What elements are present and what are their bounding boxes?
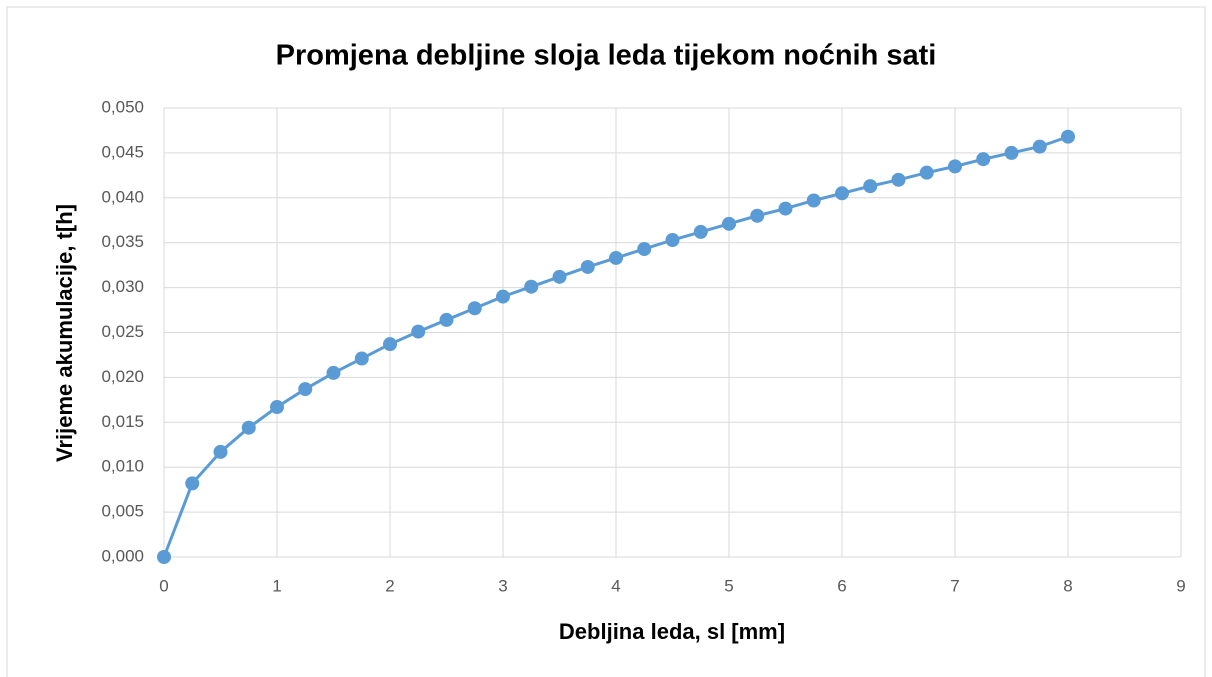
data-point: [637, 241, 652, 256]
x-tick-label: 2: [385, 576, 394, 595]
y-tick-label: 0,010: [101, 457, 144, 476]
y-tick-label: 0,030: [101, 277, 144, 296]
x-tick-label: 1: [272, 576, 281, 595]
y-axis-label: Vrijeme akumulacije, t[h]: [52, 204, 77, 462]
data-point: [580, 259, 595, 274]
data-point: [213, 444, 228, 459]
data-point: [383, 337, 397, 352]
x-tick-label: 4: [611, 576, 620, 595]
data-point: [439, 312, 454, 327]
y-tick-label: 0,000: [101, 546, 144, 565]
x-tick-label: 0: [159, 576, 168, 595]
data-point: [467, 301, 482, 316]
data-point: [891, 172, 906, 187]
data-point: [722, 216, 736, 231]
data-point: [806, 193, 821, 208]
data-point: [1032, 139, 1047, 154]
data-point: [411, 324, 426, 339]
data-point: [948, 159, 962, 174]
x-tick-label: 9: [1176, 576, 1185, 595]
data-point: [524, 279, 539, 294]
x-tick-label: 3: [498, 576, 507, 595]
data-point: [354, 351, 369, 366]
x-tick-label: 5: [724, 576, 733, 595]
data-point: [157, 550, 171, 564]
y-tick-label: 0,005: [101, 502, 144, 521]
data-point: [665, 233, 680, 248]
y-tick-label: 0,045: [101, 142, 144, 161]
data-point: [496, 289, 510, 304]
data-point: [778, 201, 793, 216]
data-point: [835, 186, 849, 201]
x-tick-label: 6: [837, 576, 846, 595]
y-tick-label: 0,025: [101, 322, 144, 341]
data-point: [919, 165, 934, 180]
x-axis-label: Debljina leda, sl [mm]: [559, 619, 785, 644]
data-point: [326, 365, 341, 380]
x-tick-label: 8: [1063, 576, 1072, 595]
data-point: [750, 208, 765, 223]
chart-frame: [6, 6, 1206, 677]
data-point: [185, 476, 200, 491]
data-point: [693, 224, 708, 239]
y-tick-label: 0,040: [101, 187, 144, 206]
y-tick-label: 0,015: [101, 412, 144, 431]
data-point: [552, 269, 567, 284]
x-tick-label: 7: [950, 576, 959, 595]
chart-title: Promjena debljine sloja leda tijekom noć…: [276, 40, 937, 72]
data-point: [270, 400, 284, 415]
data-point: [609, 250, 623, 265]
data-point: [298, 382, 313, 397]
y-tick-label: 0,050: [101, 97, 144, 116]
data-point: [241, 420, 256, 435]
data-point: [863, 179, 878, 194]
data-point: [1004, 145, 1019, 160]
y-tick-label: 0,035: [101, 232, 144, 251]
data-point: [1061, 129, 1075, 144]
data-point: [976, 152, 991, 167]
y-tick-label: 0,020: [101, 367, 144, 386]
